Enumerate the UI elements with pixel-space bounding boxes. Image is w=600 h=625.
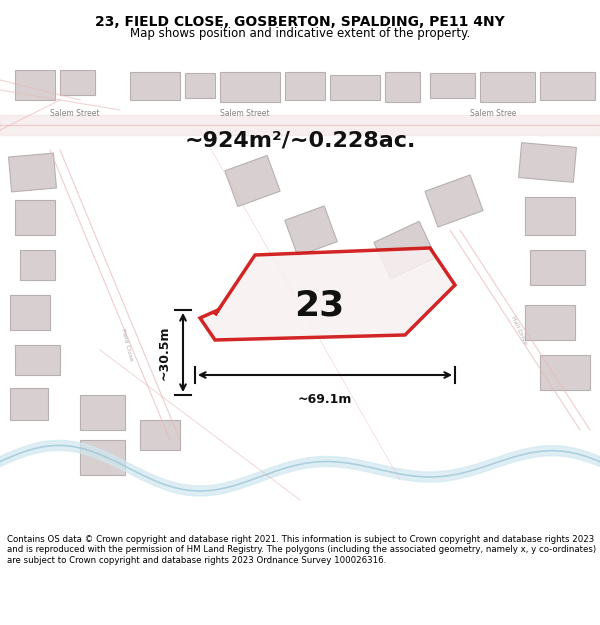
Bar: [385, 72, 420, 102]
Bar: [518, 142, 577, 182]
Bar: [140, 420, 180, 450]
Text: 23, FIELD CLOSE, GOSBERTON, SPALDING, PE11 4NY: 23, FIELD CLOSE, GOSBERTON, SPALDING, PE…: [95, 16, 505, 29]
Bar: [330, 75, 380, 100]
Bar: [20, 250, 55, 280]
Bar: [525, 305, 575, 340]
Text: Hall Drive: Hall Drive: [510, 315, 527, 345]
Text: ~30.5m: ~30.5m: [158, 325, 171, 380]
Text: Map shows position and indicative extent of the property.: Map shows position and indicative extent…: [130, 27, 470, 39]
Text: Contains OS data © Crown copyright and database right 2021. This information is : Contains OS data © Crown copyright and d…: [7, 535, 596, 564]
Bar: [10, 295, 50, 330]
Bar: [185, 73, 215, 98]
Text: 23: 23: [294, 289, 344, 322]
Bar: [80, 395, 125, 430]
Bar: [285, 72, 325, 100]
Bar: [225, 156, 280, 206]
Bar: [15, 200, 55, 235]
Bar: [15, 70, 55, 100]
Bar: [525, 197, 575, 235]
Bar: [425, 175, 483, 227]
Bar: [480, 72, 535, 102]
Text: ~924m²/~0.228ac.: ~924m²/~0.228ac.: [184, 130, 416, 150]
Text: Salem Street: Salem Street: [220, 109, 269, 118]
Polygon shape: [200, 248, 455, 340]
Bar: [60, 70, 95, 95]
Text: Salem Street: Salem Street: [50, 109, 100, 118]
Bar: [220, 72, 280, 102]
Bar: [430, 73, 475, 98]
Text: ~69.1m: ~69.1m: [298, 393, 352, 406]
Bar: [80, 440, 125, 475]
Bar: [530, 250, 585, 285]
Bar: [10, 388, 48, 420]
Bar: [540, 355, 590, 390]
Text: Salem Stree: Salem Stree: [470, 109, 517, 118]
Bar: [130, 72, 180, 100]
Text: Field Close: Field Close: [120, 328, 134, 362]
Bar: [8, 153, 56, 192]
Bar: [15, 345, 60, 375]
Bar: [374, 221, 436, 279]
Bar: [285, 206, 337, 256]
Bar: [540, 72, 595, 100]
